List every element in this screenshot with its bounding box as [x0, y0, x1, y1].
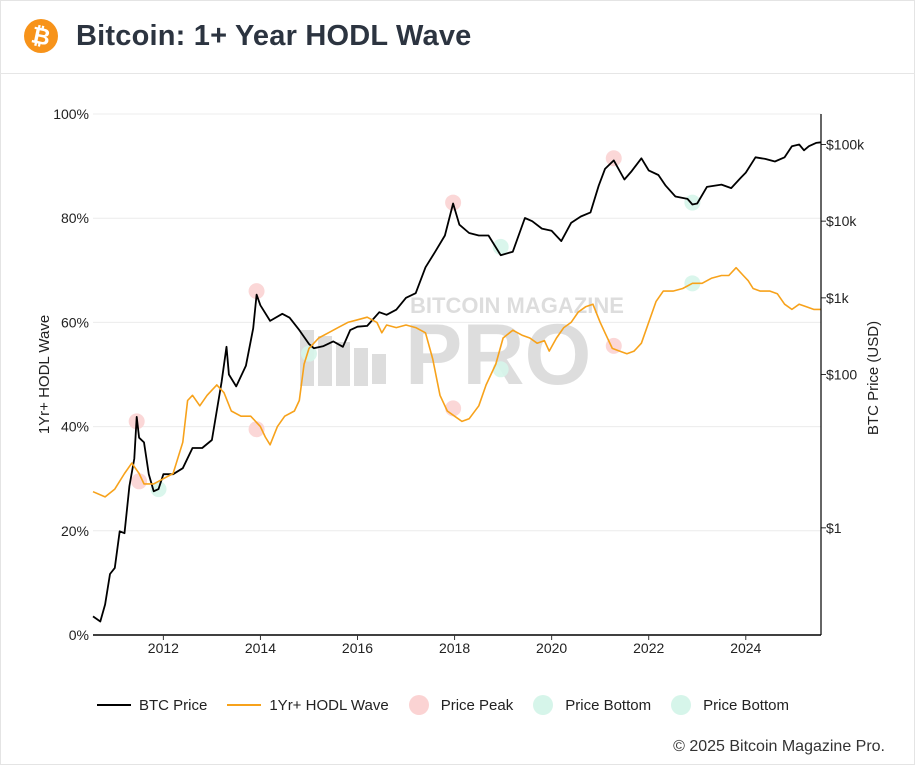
page-title: Bitcoin: 1+ Year HODL Wave	[76, 20, 472, 52]
y-left-tick-label: 0%	[69, 627, 89, 643]
x-tick-label: 2018	[439, 640, 470, 656]
price-peak-marker	[445, 194, 462, 211]
price-peak-marker	[248, 283, 265, 300]
price-peak-marker	[248, 421, 265, 438]
y-right-axis-title: BTC Price (USD)	[865, 321, 882, 435]
x-tick-label: 2016	[342, 640, 373, 656]
svg-text:₿: ₿	[29, 21, 53, 50]
y-left-tick-label: 20%	[61, 523, 89, 539]
y-left-tick-label: 100%	[53, 106, 89, 122]
hodl-wave-line	[92, 266, 821, 498]
legend-item-btc-price[interactable]: BTC Price	[97, 697, 207, 714]
legend-swatch-price-bottom-2	[671, 695, 692, 715]
y-right-tick-label: $10k	[826, 213, 857, 229]
legend-label: 1Yr+ HODL Wave	[269, 696, 389, 714]
y-right-tick-label: $100	[826, 367, 857, 383]
watermark-bar	[354, 348, 368, 386]
price-peak-marker	[131, 473, 148, 490]
legend-label: Price Bottom	[703, 696, 789, 714]
btc-price-line	[92, 141, 822, 623]
y-right-tick-label: $1k	[826, 290, 850, 306]
legend-item-price-bottom[interactable]: Price Bottom	[533, 695, 651, 715]
x-tick-label: 2012	[148, 640, 179, 656]
header: ₿ Bitcoin: 1+ Year HODL Wave	[0, 0, 915, 74]
legend-swatch-hodl-wave	[227, 704, 262, 706]
watermark-bar	[372, 354, 386, 384]
legend-swatch-price-peak	[408, 695, 429, 715]
legend-item-price-peak[interactable]: Price Peak	[408, 695, 514, 715]
bitcoin-logo-icon: ₿	[24, 19, 58, 53]
y-right-tick-label: $100k	[826, 137, 865, 153]
x-tick-label: 2022	[633, 640, 664, 656]
copyright: © 2025 Bitcoin Magazine Pro.	[673, 738, 885, 755]
watermark-bar	[318, 336, 332, 386]
y-left-tick-label: 40%	[61, 419, 89, 435]
y-right-tick-label: $1	[826, 520, 842, 536]
x-tick-label: 2020	[536, 640, 567, 656]
price-peak-marker	[605, 150, 622, 167]
legend-item-price-bottom-2[interactable]: Price Bottom	[671, 695, 789, 715]
x-tick-label: 2014	[245, 640, 276, 656]
legend-item-hodl-wave[interactable]: 1Yr+ HODL Wave	[227, 696, 389, 714]
legend-swatch-btc-price	[97, 704, 131, 706]
y-left-axis-title: 1Yr+ HODL Wave	[36, 315, 53, 434]
price-bottom-marker	[492, 238, 509, 255]
y-left-tick-label: 60%	[61, 314, 89, 330]
legend-label: BTC Price	[139, 696, 208, 714]
legend: BTC Price 1Yr+ HODL Wave Price Peak Pric…	[97, 694, 809, 716]
watermark-bar	[336, 342, 350, 386]
legend-swatch-price-bottom	[533, 695, 554, 715]
legend-label: Price Bottom	[565, 696, 652, 714]
price-bottom-marker	[300, 345, 317, 362]
y-left-tick-label: 80%	[61, 210, 89, 226]
price-peak-marker	[445, 400, 462, 417]
price-bottom-marker	[492, 361, 509, 378]
legend-label: Price Peak	[440, 696, 514, 714]
x-tick-label: 2024	[730, 640, 761, 656]
